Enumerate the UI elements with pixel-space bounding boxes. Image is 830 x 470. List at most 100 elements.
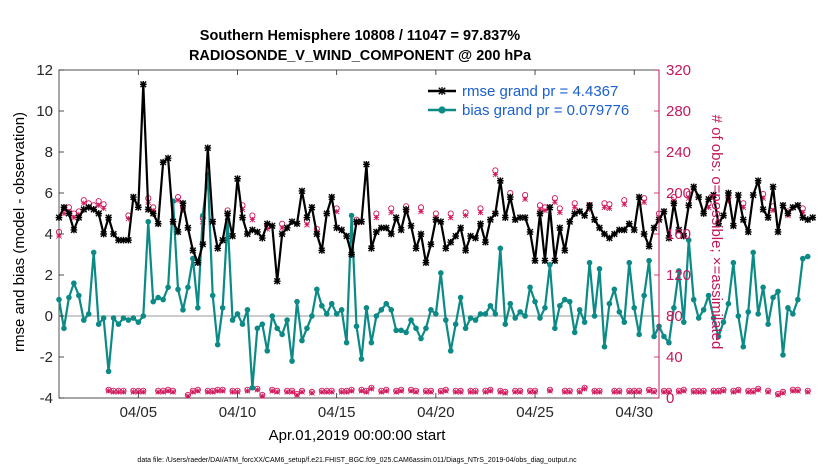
rmse-point [323,210,331,217]
rmse-point [283,224,291,232]
bias-point [180,307,186,313]
obs-assimilated-point [269,387,276,394]
obs-assimilated-point [804,388,811,395]
rmse-point [764,214,772,221]
bias-point [676,268,682,274]
rmse-point [506,193,514,201]
rmse-point [640,230,648,238]
rmse-point [258,234,266,242]
rmse-point [115,236,122,244]
obs-assimilated-point [556,209,563,216]
obs-assimilated-point [363,388,370,395]
obs-assimilated-point [715,388,722,395]
rmse-point [387,230,395,238]
obs-assimilated-point [194,387,201,394]
rmse-point [620,226,628,234]
bias-point [462,325,469,332]
obs-assimilated-point [130,388,137,395]
rmse-point [437,218,445,226]
bias-point [319,302,325,309]
rmse-point [586,201,593,209]
obs-assimilated-point [368,385,375,392]
legend-bias-label: bias grand pr = 0.079776 [462,102,629,119]
rmse-point [85,203,93,211]
obs-assimilated-point [730,388,737,395]
x-tick-label: 04/05 [120,404,158,421]
bias-point [185,284,191,291]
obs-assimilated-point [775,392,781,398]
bias-point [368,339,375,346]
obs-assimilated-point [452,388,459,395]
obs-assimilated-point [418,208,424,215]
rmse-point [130,193,137,201]
y-left-tick-label: 0 [45,308,53,325]
bias-point [705,292,712,299]
obs-assimilated-point [745,388,752,395]
bias-point [56,296,62,303]
bias-point [646,257,652,264]
x-tick-label: 04/15 [318,404,356,421]
rmse-point [536,210,544,217]
obs-assimilated-point [626,388,633,395]
rmse-point [154,220,162,228]
legend-rmse-label: rmse grand pr = 4.4367 [462,83,618,100]
bias-point [581,319,588,325]
bias-point [408,317,414,323]
rmse-point [566,218,574,226]
bias-series [56,171,811,391]
bias-point [472,317,479,323]
rmse-point [353,218,360,226]
obs-assimilated-point [661,388,667,395]
bias-point [542,305,548,311]
rmse-point [402,206,410,213]
obs-assimilated-point [794,387,801,394]
rmse-point [496,177,504,185]
rmse-point [95,210,103,217]
y-right-tick-label: 240 [666,144,691,161]
bias-point [80,317,87,323]
bias-point [537,315,543,321]
rmse-point [422,259,430,267]
bias-point [195,305,201,311]
bias-point [601,343,608,350]
obs-assimilated-point [333,208,340,215]
obs-assimilated-point [631,388,638,395]
obs-assimilated-point [695,388,702,395]
obs-assimilated-point [492,171,499,178]
obs-assimilated-point [299,388,305,395]
bias-point [353,323,360,330]
obs-assimilated-point [581,385,588,392]
bias-point [785,305,791,311]
obs-assimilated-point [284,388,290,395]
obs-assimilated-point [318,388,325,395]
bias-point [309,313,315,319]
bias-point [71,280,77,287]
rmse-point [229,232,236,240]
bias-point [209,292,216,299]
rmse-point [209,218,217,226]
bias-point [700,307,707,313]
bias-point [586,259,593,266]
obs-assimilated-point [750,388,757,395]
legend: rmse grand pr = 4.4367 bias grand pr = 0… [424,76,654,120]
bias-point [61,325,67,332]
obs-assimilated-point [343,388,350,395]
rmse-point [591,216,598,224]
obs-assimilated-point [586,206,593,213]
rmse-series [55,80,817,285]
bias-point [398,327,404,334]
obs-assimilated-point [571,204,578,211]
bias-point [244,307,251,313]
rmse-point [725,189,732,197]
y-right-tick-label: 80 [666,308,683,325]
rmse-point [253,228,261,236]
bias-point [254,325,261,332]
rmse-point [779,201,787,209]
bias-point [328,300,335,307]
obs-assimilated-point [388,209,395,216]
rmse-point [650,224,658,232]
rmse-point [100,230,107,238]
y-right-tick-label: 160 [666,226,691,243]
obs-assimilated-point [190,388,196,395]
bias-point [467,315,474,321]
